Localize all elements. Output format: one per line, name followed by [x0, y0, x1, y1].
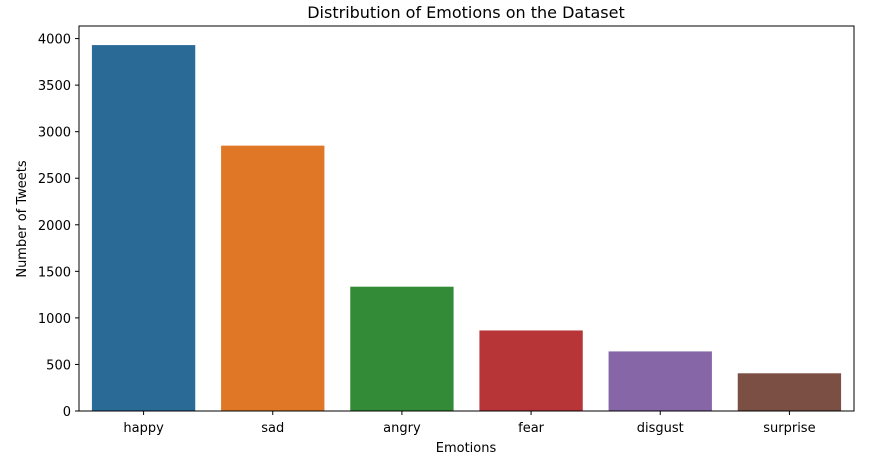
- bar-angry: [350, 286, 454, 411]
- x-tick-label-happy: happy: [123, 421, 164, 436]
- y-tick-label-0: 0: [63, 405, 71, 420]
- bar-disgust: [608, 351, 712, 411]
- y-tick-label-500: 500: [46, 358, 71, 373]
- y-tick-label-3500: 3500: [38, 79, 71, 94]
- x-axis: happy sad angry fear disgust surprise: [123, 411, 816, 436]
- bar-fear: [479, 330, 583, 411]
- x-tick-label-sad: sad: [261, 421, 284, 436]
- bar-surprise: [737, 373, 842, 411]
- chart-title: Distribution of Emotions on the Dataset: [307, 3, 625, 22]
- plot-frame: [78, 25, 855, 412]
- y-tick-label-4000: 4000: [38, 33, 71, 48]
- y-tick-label-1000: 1000: [38, 312, 71, 327]
- bar-sad: [221, 145, 325, 411]
- bar-happy: [91, 45, 196, 411]
- x-tick-label-fear: fear: [518, 421, 545, 436]
- x-tick-label-angry: angry: [383, 421, 421, 436]
- y-tick-label-1500: 1500: [38, 265, 71, 280]
- x-tick-label-disgust: disgust: [637, 421, 684, 436]
- y-tick-label-3000: 3000: [38, 126, 71, 141]
- x-tick-label-surprise: surprise: [763, 421, 815, 436]
- y-tick-label-2000: 2000: [38, 219, 71, 234]
- y-axis-label: Number of Tweets: [15, 160, 30, 278]
- y-axis: 0 500 1000 1500 2000 2500 3000 3500 4000: [38, 33, 79, 420]
- y-tick-label-2500: 2500: [38, 172, 71, 187]
- bars-group: [91, 45, 842, 411]
- x-axis-label: Emotions: [436, 441, 497, 456]
